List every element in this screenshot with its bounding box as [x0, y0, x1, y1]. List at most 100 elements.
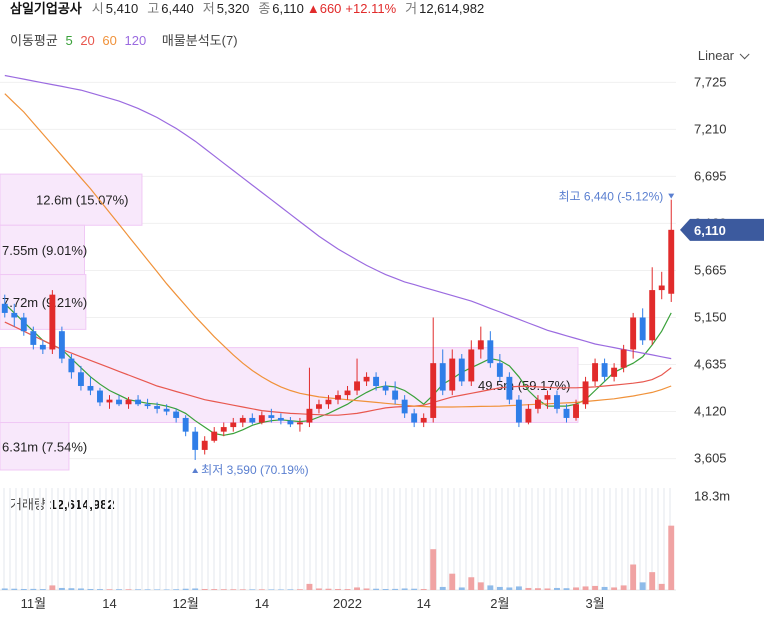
y-tick-label: 3,605: [694, 451, 727, 466]
candle-body: [477, 340, 484, 350]
candle-body: [77, 372, 84, 386]
candle: [592, 358, 599, 386]
y-tick-label: 6,695: [694, 168, 727, 183]
candle: [87, 376, 94, 396]
candle-body: [335, 395, 341, 400]
y-tick-label: 4,635: [694, 357, 727, 372]
volume-bar: [449, 573, 456, 590]
candle: [373, 372, 380, 391]
volume-bar: [277, 589, 284, 590]
volume-bar: [58, 587, 65, 590]
candle: [211, 427, 218, 443]
candle: [496, 354, 503, 382]
volume-bar: [163, 589, 170, 590]
candle-body: [420, 417, 427, 423]
candle: [335, 390, 341, 405]
candle-body: [601, 363, 608, 377]
candle-body: [296, 422, 303, 425]
candle: [477, 326, 484, 359]
candle-body: [401, 399, 408, 414]
candle-body: [1, 303, 8, 313]
candle: [49, 290, 56, 355]
candle: [344, 385, 351, 400]
volume-bar: [39, 589, 46, 590]
candle-body: [239, 417, 246, 423]
candle: [392, 381, 399, 405]
volume-bar: [430, 549, 437, 590]
volume-tick-label: 18.3m: [694, 489, 730, 504]
candle: [439, 349, 446, 396]
candle: [106, 395, 113, 409]
candle-body: [106, 399, 113, 403]
candle-body: [87, 385, 94, 391]
candle: [430, 317, 437, 423]
candle-body: [468, 349, 475, 382]
up-triangle-icon: [192, 467, 199, 473]
candle: [135, 395, 142, 407]
close-label: 종: [258, 1, 271, 16]
candle-body: [249, 417, 256, 423]
close-value: 6,110: [272, 1, 304, 16]
moving-average-legend[interactable]: 이동평균 5 20 60 120 매물분석도(7): [10, 30, 242, 49]
y-tick-label: 5,665: [694, 262, 727, 277]
candle-body: [163, 408, 170, 412]
volume-bar: [154, 589, 161, 590]
volume-panel-label: 거래량: [10, 497, 46, 512]
ma60-label: 60: [102, 33, 117, 48]
candle-body: [173, 411, 180, 418]
volume-bar: [287, 589, 294, 590]
x-tick-label: 14: [255, 596, 269, 611]
candle: [515, 395, 522, 428]
volume-profile-label: 7.72m (9.21%): [2, 295, 87, 310]
scale-selector[interactable]: Linear: [698, 48, 750, 63]
candle: [296, 417, 303, 432]
volume-bar: [544, 588, 551, 590]
volume-bar: [230, 589, 237, 590]
candle: [411, 408, 418, 428]
candle: [458, 354, 465, 386]
candle-body: [49, 294, 56, 350]
candle-body: [11, 312, 18, 318]
candle: [316, 399, 322, 414]
candle-body: [316, 404, 322, 409]
volume-bar: [97, 589, 103, 590]
candle-body: [439, 363, 446, 391]
volume-bar: [373, 588, 380, 590]
volume-bar: [649, 572, 656, 590]
down-triangle-icon: [668, 193, 675, 199]
candle: [658, 271, 665, 300]
volume-panel-title: 거래량 12,614,982: [10, 494, 115, 513]
candle-body: [277, 417, 284, 421]
low-value: 5,320: [216, 1, 250, 16]
volume-bar: [658, 583, 665, 590]
volume-bar: [192, 588, 199, 590]
volume-bar: [201, 588, 208, 590]
candle-body: [20, 317, 27, 332]
volume-bar: [344, 589, 351, 590]
volume-profile-bar: [0, 224, 85, 276]
volume-bar: [363, 588, 370, 590]
candle: [534, 395, 541, 414]
volume-bar: [506, 587, 513, 590]
ma60-line: [4, 93, 672, 408]
candle-body: [496, 363, 503, 377]
stock-name: 삼일기업공사: [10, 1, 82, 16]
candle-body: [230, 422, 237, 428]
candle-body: [325, 399, 332, 405]
candle-body: [363, 376, 370, 382]
ma5-line: [4, 303, 672, 436]
candle-body: [58, 331, 65, 359]
volume-bar: [258, 589, 265, 590]
candle: [77, 365, 84, 391]
volume-bar: [639, 582, 646, 590]
high-value: 6,440: [161, 1, 194, 16]
candle: [116, 395, 122, 407]
ma120-line: [4, 74, 672, 360]
volume-bar: [296, 589, 303, 590]
volume-bar: [525, 587, 532, 590]
y-tick-label: 7,210: [694, 121, 727, 136]
volume-profile-toggle[interactable]: 매물분석도(7): [161, 33, 238, 48]
volume-bar: [249, 589, 256, 590]
volume-bar: [382, 588, 389, 590]
